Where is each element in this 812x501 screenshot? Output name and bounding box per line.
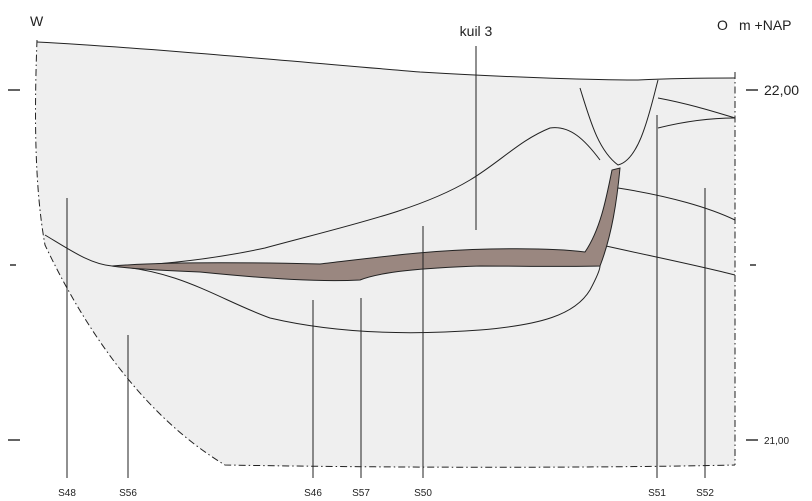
unit-label: m +NAP bbox=[739, 17, 792, 33]
surface-line bbox=[36, 41, 736, 81]
pit-bowl-line bbox=[579, 79, 659, 166]
section-body bbox=[35, 42, 736, 468]
sample-label-s52: S52 bbox=[696, 488, 714, 499]
sample-label-s50: S50 bbox=[414, 488, 432, 499]
right-stratum-2 bbox=[657, 117, 736, 129]
sample-label-s51: S51 bbox=[648, 488, 666, 499]
west-label: W bbox=[30, 13, 44, 29]
sample-label-s48: S48 bbox=[58, 488, 76, 499]
sample-label-s46: S46 bbox=[304, 488, 322, 499]
right-stratum-1 bbox=[657, 97, 736, 119]
pit-inner-slope bbox=[111, 127, 601, 267]
left-stratum-1 bbox=[44, 234, 113, 267]
lower-basin-line bbox=[111, 265, 601, 334]
feature-label: kuil 3 bbox=[460, 23, 493, 39]
east-label: O bbox=[717, 17, 728, 33]
level-label-upper: 22,00 bbox=[764, 82, 799, 98]
sample-label-s56: S56 bbox=[119, 488, 137, 499]
right-stratum-4 bbox=[605, 245, 736, 276]
right-stratum-3 bbox=[617, 187, 736, 221]
sample-label-s57: S57 bbox=[352, 488, 370, 499]
level-label-lower: 21,00 bbox=[764, 436, 789, 447]
brown-layer bbox=[111, 167, 621, 282]
excavation-boundary-left bbox=[35, 39, 736, 468]
